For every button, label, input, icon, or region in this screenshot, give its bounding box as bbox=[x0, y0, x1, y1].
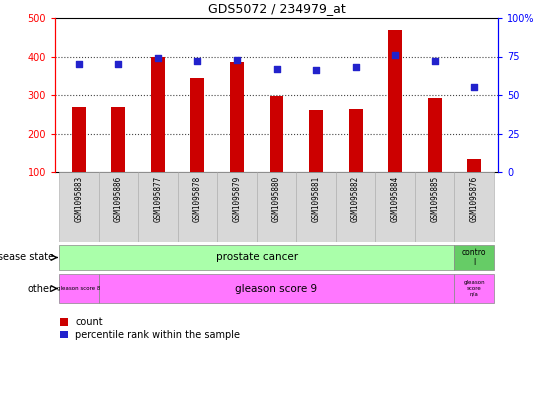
FancyBboxPatch shape bbox=[296, 172, 336, 242]
Text: disease state: disease state bbox=[0, 252, 54, 263]
Text: GSM1095879: GSM1095879 bbox=[232, 176, 241, 222]
Text: GSM1095883: GSM1095883 bbox=[74, 176, 83, 222]
Text: other: other bbox=[28, 283, 54, 294]
Text: gleason
score
n/a: gleason score n/a bbox=[464, 280, 485, 297]
Text: GSM1095876: GSM1095876 bbox=[470, 176, 479, 222]
FancyBboxPatch shape bbox=[336, 172, 375, 242]
Point bbox=[312, 67, 320, 73]
FancyBboxPatch shape bbox=[138, 172, 178, 242]
Text: GSM1095880: GSM1095880 bbox=[272, 176, 281, 222]
FancyBboxPatch shape bbox=[454, 245, 494, 270]
Point bbox=[193, 58, 202, 64]
FancyBboxPatch shape bbox=[59, 172, 99, 242]
FancyBboxPatch shape bbox=[178, 172, 217, 242]
Bar bbox=[349, 109, 363, 172]
Bar bbox=[112, 107, 125, 172]
FancyBboxPatch shape bbox=[257, 172, 296, 242]
Point bbox=[74, 61, 83, 67]
FancyBboxPatch shape bbox=[217, 172, 257, 242]
Text: GSM1095878: GSM1095878 bbox=[193, 176, 202, 222]
Text: prostate cancer: prostate cancer bbox=[216, 252, 298, 263]
Point bbox=[391, 52, 399, 58]
Point bbox=[351, 64, 360, 70]
Title: GDS5072 / 234979_at: GDS5072 / 234979_at bbox=[208, 2, 345, 15]
Bar bbox=[72, 107, 86, 172]
Point bbox=[272, 66, 281, 72]
Point bbox=[431, 58, 439, 64]
Bar bbox=[151, 57, 165, 172]
Bar bbox=[428, 98, 441, 172]
FancyBboxPatch shape bbox=[59, 274, 99, 303]
FancyBboxPatch shape bbox=[375, 172, 415, 242]
Text: GSM1095877: GSM1095877 bbox=[153, 176, 162, 222]
Text: GSM1095885: GSM1095885 bbox=[430, 176, 439, 222]
Point bbox=[154, 55, 162, 61]
Point bbox=[114, 61, 122, 67]
Text: GSM1095882: GSM1095882 bbox=[351, 176, 360, 222]
Bar bbox=[230, 62, 244, 172]
Point bbox=[233, 57, 241, 63]
FancyBboxPatch shape bbox=[454, 172, 494, 242]
Legend: count, percentile rank within the sample: count, percentile rank within the sample bbox=[60, 317, 240, 340]
FancyBboxPatch shape bbox=[454, 274, 494, 303]
Text: gleason score 8: gleason score 8 bbox=[57, 286, 100, 291]
Text: GSM1095884: GSM1095884 bbox=[391, 176, 399, 222]
Text: contro
l: contro l bbox=[462, 248, 487, 267]
Bar bbox=[467, 158, 481, 172]
Text: gleason score 9: gleason score 9 bbox=[236, 283, 317, 294]
Bar bbox=[190, 79, 204, 172]
Bar bbox=[270, 96, 284, 172]
Text: GSM1095881: GSM1095881 bbox=[312, 176, 321, 222]
FancyBboxPatch shape bbox=[415, 172, 454, 242]
Bar bbox=[388, 30, 402, 172]
Bar bbox=[309, 110, 323, 172]
FancyBboxPatch shape bbox=[59, 245, 454, 270]
Text: GSM1095886: GSM1095886 bbox=[114, 176, 123, 222]
FancyBboxPatch shape bbox=[99, 172, 138, 242]
FancyBboxPatch shape bbox=[99, 274, 454, 303]
Point bbox=[470, 84, 479, 90]
